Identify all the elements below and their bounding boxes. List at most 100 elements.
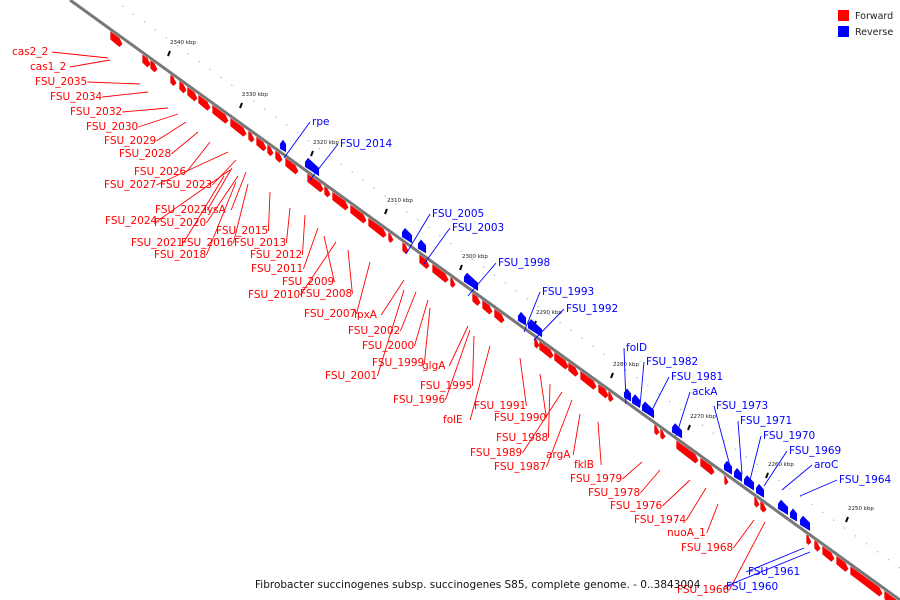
gene-label-line	[171, 131, 199, 155]
gene-label-line	[413, 299, 429, 347]
forward-gene-label: FSU_2020	[154, 217, 206, 229]
forward-gene-arrow	[482, 299, 493, 315]
forward-gene-arrow	[170, 74, 177, 87]
legend-reverse-swatch	[838, 26, 849, 37]
legend-reverse-label: Reverse	[855, 27, 893, 38]
gene-label-line	[622, 461, 643, 480]
tick-label: 2290 kbp	[536, 310, 562, 316]
gene-label-line	[686, 487, 707, 521]
gene-label-line	[157, 169, 231, 222]
forward-gene-arrow	[187, 86, 198, 102]
gene-label-line	[301, 214, 306, 256]
forward-gene-label: FSU_2026	[134, 166, 186, 178]
forward-gene-arrow	[814, 539, 821, 552]
reverse-gene-label: FSU_1971	[740, 415, 792, 427]
forward-gene-arrow	[150, 59, 158, 73]
forward-gene-label: folE	[443, 414, 463, 426]
gene-label-line	[737, 420, 743, 475]
tick-label: 2300 kbp	[462, 254, 488, 260]
gene-label-line	[51, 51, 109, 59]
forward-gene-label: cas2_2	[12, 46, 48, 58]
forward-gene-arrow	[450, 276, 456, 289]
reverse-gene-label: FSU_1969	[789, 445, 841, 457]
reverse-gene-label: FSU_2003	[452, 222, 504, 234]
forward-gene-label: FSU_1988	[496, 432, 548, 444]
tick-mark	[384, 208, 388, 215]
forward-gene-arrow	[368, 217, 387, 239]
forward-gene-label: FSU_2024	[105, 215, 157, 227]
gene-label-line	[399, 291, 417, 332]
forward-gene-arrow	[534, 337, 540, 349]
reverse-gene-arrow	[777, 499, 789, 516]
gene-label-line	[729, 521, 766, 591]
gene-label-line	[102, 91, 149, 98]
forward-gene-label: FSU_2034	[50, 91, 102, 103]
gene-label-line	[212, 159, 237, 186]
reverse-gene-label: aroC	[814, 459, 838, 471]
tick-label: 2280 kbp	[613, 362, 639, 368]
reverse-gene-arrow	[799, 515, 811, 532]
gene-label-line	[675, 391, 691, 437]
gene-label-line	[232, 183, 249, 244]
forward-gene-label: FSU_2011	[251, 263, 303, 275]
backbone-line	[69, 0, 900, 600]
reverse-gene-arrow	[517, 311, 527, 327]
gene-label-line	[471, 335, 475, 387]
gene-label-line	[572, 413, 581, 456]
reverse-gene-label: FSU_1964	[839, 474, 891, 486]
gene-label-line	[444, 329, 471, 401]
forward-gene-arrow	[388, 231, 394, 244]
gene-label-line	[651, 376, 670, 411]
reverse-gene-label: FSU_1960	[726, 581, 778, 593]
forward-gene-arrow	[230, 117, 247, 137]
gene-label-line	[355, 261, 371, 315]
forward-gene-label: FSU_2018	[154, 249, 206, 261]
forward-gene-label: FSU_2029	[104, 135, 156, 147]
forward-gene-arrow	[660, 428, 666, 440]
forward-gene-label: nuoA_1	[667, 527, 706, 539]
gene-label-line	[309, 143, 339, 181]
gene-label-line	[186, 141, 211, 173]
gene-label-line	[156, 151, 229, 186]
reverse-gene-arrow	[631, 393, 641, 409]
gene-label-line	[713, 405, 731, 467]
reverse-gene-label: FSU_1992	[566, 303, 618, 315]
reverse-gene-arrow	[671, 422, 683, 439]
gene-label-line	[519, 357, 527, 407]
reverse-gene-arrow	[733, 467, 743, 483]
forward-gene-label: FSU_2010	[248, 289, 300, 301]
forward-gene-label: FSU_2027	[104, 179, 156, 191]
gene-label-line	[423, 307, 431, 364]
gene-label-line	[285, 207, 291, 244]
tick-mark	[845, 516, 849, 523]
forward-gene-label: FSU_1989	[470, 447, 522, 459]
gene-label-line	[423, 227, 451, 265]
gene-label-line	[640, 469, 661, 494]
forward-gene-label: FSU_2032	[70, 106, 122, 118]
forward-gene-label: FSU_1996	[393, 394, 445, 406]
tick-mark	[687, 424, 691, 431]
tick-label: 2260 kbp	[768, 462, 794, 468]
reverse-gene-label: rpe	[312, 116, 329, 128]
forward-gene-arrow	[850, 565, 883, 597]
gene-label-line	[405, 213, 431, 255]
forward-gene-label: FSU_1999	[372, 357, 424, 369]
forward-gene-label: FSU_2012	[250, 249, 302, 261]
forward-gene-arrow	[539, 341, 554, 359]
gene-label-line	[300, 241, 337, 296]
forward-gene-arrow	[836, 555, 849, 573]
tick-mark	[610, 372, 614, 379]
forward-gene-arrow	[110, 31, 123, 48]
forward-gene-label: FSU_2007	[304, 308, 356, 320]
tick-label: 2340 kbp	[170, 40, 196, 46]
forward-gene-label: FSU_2035	[35, 76, 87, 88]
forward-gene-label: FSU_2030	[86, 121, 138, 133]
label-lines	[51, 51, 838, 591]
forward-gene-arrow	[275, 150, 283, 163]
forward-gene-label: fklB	[574, 459, 594, 471]
gene-label-line	[302, 227, 319, 270]
gene-label-line	[207, 167, 233, 211]
reverse-gene-label: FSU_1982	[646, 356, 698, 368]
gene-label-line	[448, 325, 469, 367]
